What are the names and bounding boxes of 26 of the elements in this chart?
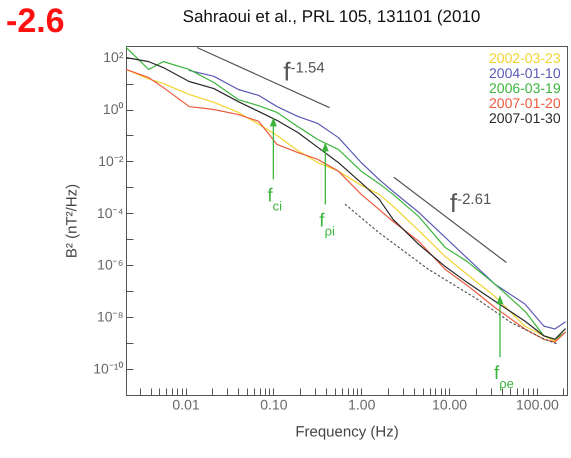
y-tick-label: 10⁻² (98, 152, 124, 169)
y-tick-label: 10⁰ (102, 101, 124, 118)
chart-title: Sahraoui et al., PRL 105, 131101 (2010 (182, 7, 480, 26)
y-tick-label: 10⁻¹⁰ (93, 360, 124, 377)
annotation: f$_{ci}$ (267, 185, 282, 214)
y-tick-label: 10² (103, 49, 124, 66)
y-tick-label: 10⁻⁴ (96, 204, 124, 221)
text: 2007-01-20 (489, 95, 561, 111)
text: 2006-03-19 (489, 80, 561, 96)
text: 2002-03-23 (489, 50, 561, 66)
x-axis-title: Frequency (Hz) (295, 424, 399, 440)
x-tick-label: 1.00 (348, 396, 376, 412)
annotation: f$^{-1.54}$ (283, 56, 325, 87)
annotation: f$_{ρe}$ (494, 363, 514, 392)
x-tick-label: 0.10 (260, 396, 288, 412)
y-tick-label: 10⁻⁶ (97, 256, 124, 273)
y-tick-label: 10⁻⁸ (97, 308, 124, 325)
x-tick-label: 0.01 (172, 396, 200, 412)
x-tick-label: 100.00 (516, 396, 560, 412)
y-axis-title: B² (nT²/Hz) (63, 184, 80, 258)
x-tick-label: 10.00 (432, 396, 468, 412)
annotation: f$^{-2.61}$ (450, 188, 492, 218)
text: 2004-01-10 (489, 65, 561, 81)
text: -2.6 (6, 2, 65, 41)
text: 2007-01-30 (489, 110, 561, 126)
annotation: f$_{ρi}$ (319, 210, 335, 239)
